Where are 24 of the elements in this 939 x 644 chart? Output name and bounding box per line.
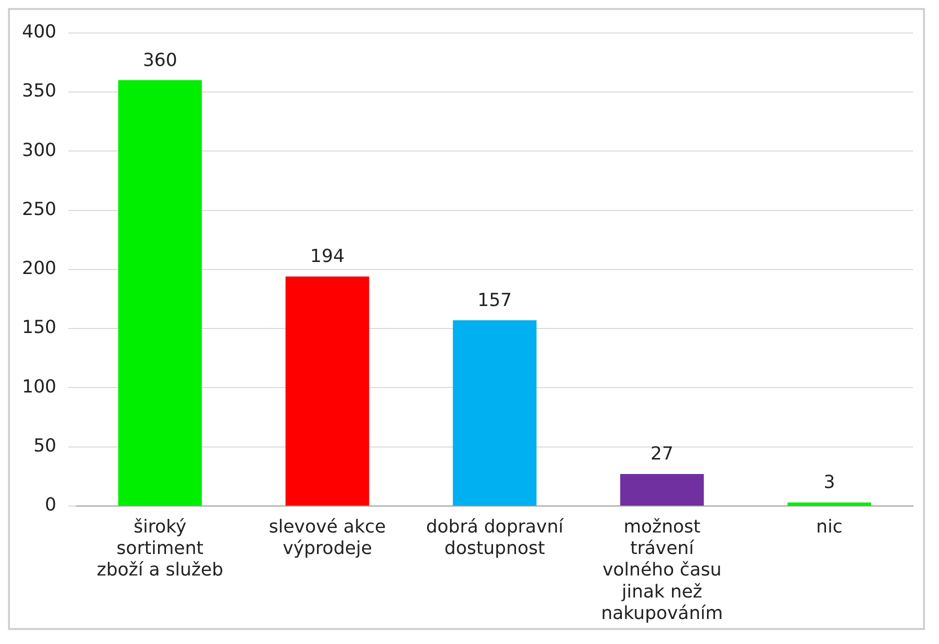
bar [452,320,537,506]
y-tick-label: 50 [33,436,56,457]
y-tick-label: 250 [22,198,56,220]
bar [118,80,202,506]
bar [286,276,370,506]
data-label: 360 [142,50,178,71]
y-tick-label: 150 [22,317,56,338]
y-tick-label: 350 [22,80,56,102]
x-tick-label: široký sortiment zboží a služeb [96,516,224,581]
data-label: 157 [478,290,512,311]
x-tick-label: slevové akce výprodeje [268,516,386,560]
data-label: 27 [650,444,674,465]
y-tick-label: 0 [44,494,56,516]
data-label: 194 [310,246,345,268]
data-label: 3 [824,472,836,494]
x-tick-label: nic [816,516,842,538]
bar [620,474,704,506]
x-tick-label: možnost trávení volného času jinak než nakupováním [601,516,723,624]
y-tick-label: 300 [22,140,56,161]
y-tick-label: 100 [22,376,56,398]
bar [788,502,872,506]
x-tick-label: dobrá dopravní dostupnost [426,516,564,560]
y-tick-label: 400 [22,21,56,42]
y-tick-label: 200 [22,258,56,280]
